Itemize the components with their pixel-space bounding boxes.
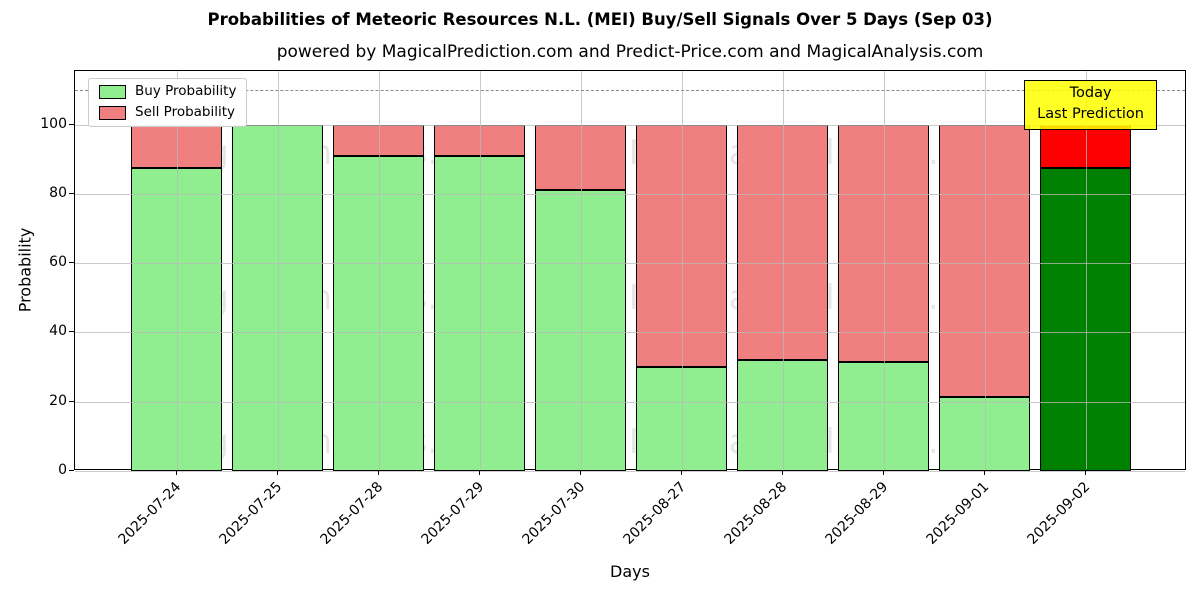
y-tick xyxy=(69,262,74,264)
legend-row-buy: Buy Probability xyxy=(99,85,236,99)
y-tick xyxy=(69,331,74,333)
today-annotation-line1: Today xyxy=(1069,85,1112,101)
legend-label-sell: Sell Probability xyxy=(135,104,236,121)
v-gridline xyxy=(277,71,279,469)
dashed-threshold-line xyxy=(75,90,1185,92)
v-gridline xyxy=(479,71,481,469)
v-gridline xyxy=(782,71,784,469)
y-tick-label: 40 xyxy=(49,323,67,340)
legend: Buy Probability Sell Probability xyxy=(88,78,248,127)
v-gridline xyxy=(378,71,380,469)
x-axis-label: Days xyxy=(610,562,650,581)
legend-label-buy: Buy Probability xyxy=(135,83,237,100)
y-tick xyxy=(69,400,74,402)
x-tick xyxy=(781,470,783,475)
v-gridline xyxy=(984,71,986,469)
y-tick-label: 80 xyxy=(49,184,67,201)
x-tick xyxy=(377,470,379,475)
x-tick xyxy=(276,470,278,475)
y-tick xyxy=(69,470,74,471)
x-tick xyxy=(1084,470,1086,475)
v-gridline xyxy=(580,71,582,469)
v-gridline xyxy=(176,71,178,469)
x-tick xyxy=(983,470,985,475)
h-gridline xyxy=(75,193,1185,195)
x-tick xyxy=(175,470,177,475)
chart-title: Probabilities of Meteoric Resources N.L.… xyxy=(207,10,993,29)
today-annotation-line2: Last Prediction xyxy=(1037,106,1144,123)
h-gridline xyxy=(75,471,1185,472)
x-tick xyxy=(680,470,682,475)
sell-swatch-icon xyxy=(99,106,126,120)
today-annotation: Today Last Prediction xyxy=(1024,80,1157,131)
y-tick-label: 100 xyxy=(40,115,67,132)
v-gridline xyxy=(1085,71,1087,469)
h-gridline xyxy=(75,263,1185,265)
legend-row-sell: Sell Probability xyxy=(99,106,236,120)
h-gridline xyxy=(75,332,1185,334)
v-gridline xyxy=(883,71,885,469)
x-tick xyxy=(579,470,581,475)
x-tick xyxy=(882,470,884,475)
x-tick xyxy=(478,470,480,475)
h-gridline xyxy=(75,124,1185,126)
chart-subtitle: powered by MagicalPrediction.com and Pre… xyxy=(276,42,984,62)
h-gridline xyxy=(75,401,1185,403)
y-tick xyxy=(69,123,74,125)
plot-area: MagicalAnalysis.comMagicalPrediction.com… xyxy=(74,70,1186,472)
v-gridline xyxy=(681,71,683,469)
y-tick-label: 60 xyxy=(49,254,67,271)
x-tick-label: 2025-07-24 xyxy=(114,479,184,548)
y-tick xyxy=(69,192,74,194)
y-tick-label: 20 xyxy=(49,392,67,409)
y-tick-label: 0 xyxy=(58,462,67,478)
buy-swatch-icon xyxy=(99,85,126,99)
